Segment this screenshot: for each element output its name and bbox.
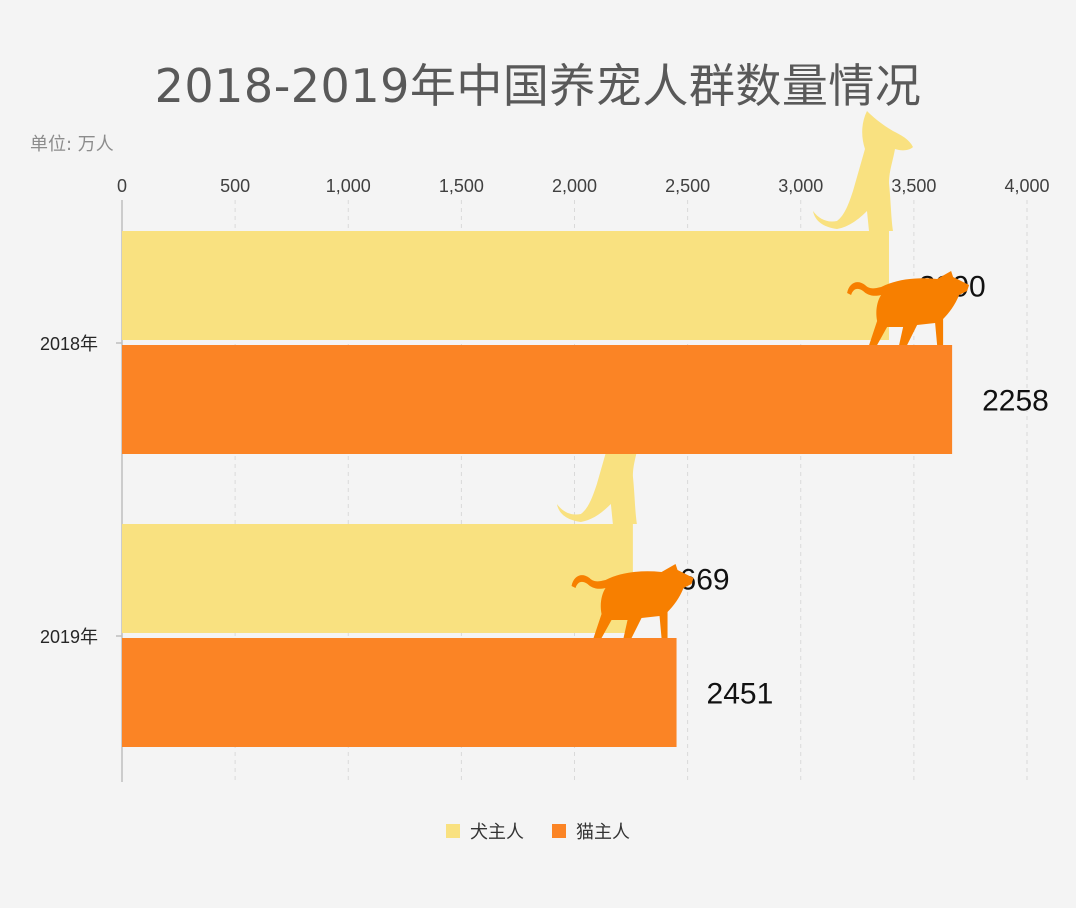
legend-swatch-cat [552,824,566,838]
x-tick-label: 500 [220,176,250,196]
x-tick-label: 2,500 [665,176,710,196]
dog-owner-bar [122,524,633,633]
x-tick-label: 2,000 [552,176,597,196]
x-tick-label: 0 [117,176,127,196]
data-label: 2451 [707,678,774,711]
cat-owner-bar [122,638,677,747]
legend-item-dog: 犬主人 [446,818,524,844]
x-tick-label: 3,000 [778,176,823,196]
dog-owner-bar [122,231,889,340]
dog-shape [813,111,913,231]
cat-owner-bar [122,345,952,454]
x-tick-label: 1,000 [326,176,371,196]
data-label: 2258 [982,385,1049,418]
legend-item-cat: 猫主人 [552,818,630,844]
dog-silhouette-icon [813,111,913,231]
legend-label-dog: 犬主人 [470,818,524,844]
legend: 犬主人 猫主人 [0,818,1076,844]
legend-swatch-dog [446,824,460,838]
legend-label-cat: 猫主人 [576,818,630,844]
x-tick-label: 4,000 [1004,176,1049,196]
y-tick-label: 2019年 [40,627,98,647]
x-tick-label: 1,500 [439,176,484,196]
x-tick-label: 3,500 [891,176,936,196]
y-tick-label: 2018年 [40,334,98,354]
